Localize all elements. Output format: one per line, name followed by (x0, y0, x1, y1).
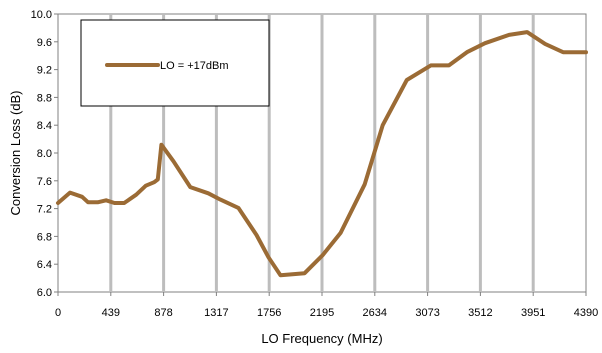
x-tick-label: 3951 (521, 307, 545, 319)
series-group (56, 30, 588, 278)
y-tick-label: 9.6 (37, 37, 52, 49)
x-tick-label: 2195 (310, 307, 334, 319)
legend: LO = +17dBm (80, 19, 270, 107)
y-tick-label: 7.6 (37, 176, 52, 188)
x-tick-label: 4390 (574, 307, 598, 319)
y-tick-label: 8.8 (37, 92, 52, 104)
x-tick-labels: 0 439 878 1317 1756 2195 2634 3073 3512 3951 4390 (55, 307, 598, 319)
y-tick-label: 6.0 (37, 287, 52, 299)
x-tick-label: 878 (154, 307, 172, 319)
series-line (56, 30, 588, 278)
y-tick-label: 10.0 (31, 9, 52, 21)
x-tick-label: 1317 (204, 307, 228, 319)
x-axis-label: LO Frequency (MHz) (261, 331, 382, 346)
y-tick-label: 7.2 (37, 204, 52, 216)
x-tick-label: 0 (55, 307, 61, 319)
y-tick-label: 8.0 (37, 148, 52, 160)
y-tick-labels: 6.0 6.4 6.8 7.2 7.6 8.0 8.4 8.8 9.2 9.6 10.0 (31, 9, 52, 299)
y-tick-label: 8.4 (37, 120, 52, 132)
y-tick-label: 6.4 (37, 259, 52, 271)
x-tick-label: 2634 (363, 307, 387, 319)
x-tick-label: 439 (102, 307, 120, 319)
y-tick-label: 6.8 (37, 231, 52, 243)
y-tick-label: 9.2 (37, 65, 52, 77)
x-tick-label: 3512 (468, 307, 492, 319)
x-tick-label: 3073 (415, 307, 439, 319)
x-tick-label: 1756 (257, 307, 281, 319)
y-axis-label: Conversion Loss (dB) (8, 91, 23, 216)
legend-label: LO = +17dBm (160, 60, 229, 72)
